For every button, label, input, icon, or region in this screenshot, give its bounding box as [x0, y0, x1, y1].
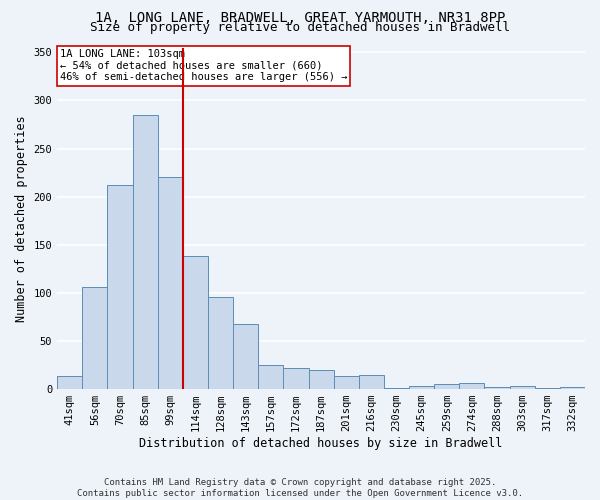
- Bar: [484, 387, 509, 389]
- Text: Size of property relative to detached houses in Bradwell: Size of property relative to detached ho…: [90, 21, 510, 34]
- Bar: [334, 376, 359, 389]
- Bar: [183, 256, 208, 389]
- Bar: [57, 376, 82, 389]
- Bar: [409, 386, 434, 389]
- X-axis label: Distribution of detached houses by size in Bradwell: Distribution of detached houses by size …: [139, 437, 503, 450]
- Bar: [359, 374, 384, 389]
- Bar: [535, 388, 560, 389]
- Text: Contains HM Land Registry data © Crown copyright and database right 2025.
Contai: Contains HM Land Registry data © Crown c…: [77, 478, 523, 498]
- Bar: [82, 287, 107, 389]
- Bar: [560, 387, 585, 389]
- Bar: [308, 370, 334, 389]
- Bar: [133, 115, 158, 389]
- Bar: [283, 368, 308, 389]
- Bar: [258, 365, 283, 389]
- Bar: [208, 296, 233, 389]
- Bar: [158, 178, 183, 389]
- Bar: [509, 386, 535, 389]
- Text: 1A LONG LANE: 103sqm
← 54% of detached houses are smaller (660)
46% of semi-deta: 1A LONG LANE: 103sqm ← 54% of detached h…: [60, 49, 347, 82]
- Y-axis label: Number of detached properties: Number of detached properties: [15, 115, 28, 322]
- Bar: [460, 384, 484, 389]
- Bar: [384, 388, 409, 389]
- Bar: [107, 185, 133, 389]
- Bar: [434, 384, 460, 389]
- Bar: [233, 324, 258, 389]
- Text: 1A, LONG LANE, BRADWELL, GREAT YARMOUTH, NR31 8PP: 1A, LONG LANE, BRADWELL, GREAT YARMOUTH,…: [95, 11, 505, 25]
